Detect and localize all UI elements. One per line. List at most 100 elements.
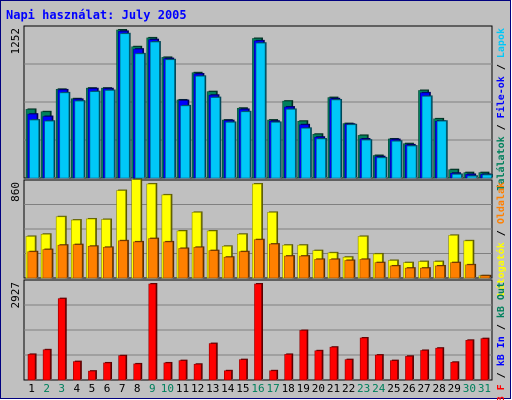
bar-top-Lapok-12 <box>195 76 205 179</box>
bar-middle-Oldalak-22 <box>344 260 355 279</box>
day-label-13: 13 <box>206 382 219 395</box>
day-label-16: 16 <box>251 382 264 395</box>
bar-middle-Oldalak-11 <box>178 248 189 279</box>
bar-top-Lapok-3 <box>59 92 70 179</box>
bar-middle-Oldalak-20 <box>314 259 324 279</box>
bar-bottom-kB F-14 <box>224 370 232 381</box>
bar-bottom-kB F-23 <box>359 337 368 381</box>
bar-top-Lapok-25 <box>391 141 402 179</box>
bar-top-Lapok-29 <box>452 174 462 179</box>
legend: kB F / kB In / kB Out <box>496 282 507 400</box>
bar-bottom-kB F-4 <box>73 361 81 381</box>
panel-top: 1252 Találatok / File-ok / Lapok <box>9 25 507 191</box>
bar-bottom-kB F-26 <box>405 356 413 381</box>
bar-middle-Oldalak-12 <box>193 247 204 279</box>
max-value-label: 860 <box>9 182 22 202</box>
bar-middle-Oldalak-2 <box>42 249 53 279</box>
bar-bottom-kB F-11 <box>178 360 187 381</box>
bar-top-Lapok-20 <box>316 138 326 179</box>
bar-top-Lapok-24 <box>376 157 387 179</box>
bar-top-Lapok-10 <box>165 59 175 179</box>
legend: Találatok / File-ok / Lapok <box>495 28 507 191</box>
bar-bottom-kB F-20 <box>314 350 323 381</box>
day-label-6: 6 <box>104 382 111 395</box>
day-label-28: 28 <box>433 382 446 395</box>
bar-middle-Oldalak-18 <box>284 255 294 279</box>
legend-entry: / <box>496 318 507 336</box>
bar-top-Lapok-5 <box>89 91 100 179</box>
bar-middle-Oldalak-3 <box>57 244 68 279</box>
day-label-8: 8 <box>134 382 141 395</box>
bar-top-Lapok-7 <box>119 33 130 179</box>
bar-top-Lapok-2 <box>44 120 54 179</box>
bar-top-Lapok-31 <box>482 174 492 179</box>
legend-entry: Találatok <box>495 136 507 190</box>
bar-middle-Oldalak-4 <box>72 244 83 279</box>
day-label-26: 26 <box>402 382 415 395</box>
bar-top-Lapok-19 <box>301 128 311 179</box>
x-axis-labels: 1 2 3 4 5 6 7 8 9 10 11 12 13 14 15 16 17 18 19 20 21 22 23 24 2… <box>28 382 491 395</box>
legend-entry: / <box>496 224 507 242</box>
bar-middle-Oldalak-14 <box>223 256 234 279</box>
day-label-11: 11 <box>176 382 189 395</box>
bar-middle-Oldalak-26 <box>404 267 415 279</box>
bar-middle-Oldalak-25 <box>389 265 400 279</box>
bar-top-Lapok-14 <box>225 122 236 179</box>
bar-top-Lapok-27 <box>421 96 432 179</box>
bar-middle-Oldalak-15 <box>238 251 249 279</box>
bar-middle-Oldalak-13 <box>208 250 219 279</box>
bar-bottom-kB F-17 <box>269 370 277 381</box>
legend-entry: Oldalak <box>496 182 507 224</box>
day-label-5: 5 <box>89 382 96 395</box>
bar-middle-Oldalak-17 <box>269 243 279 279</box>
legend-entry: / <box>496 118 507 136</box>
bar-bottom-kB F-22 <box>344 359 353 381</box>
day-label-9: 9 <box>149 382 156 395</box>
day-label-25: 25 <box>387 382 400 395</box>
day-label-10: 10 <box>161 382 174 395</box>
bar-middle-Oldalak-30 <box>465 264 475 279</box>
bar-bottom-kB F-15 <box>239 359 247 381</box>
bar-bottom-kB F-25 <box>390 360 398 381</box>
bar-top-Lapok-23 <box>361 139 372 179</box>
day-label-1: 1 <box>28 382 35 395</box>
bar-top-Lapok-9 <box>150 41 160 179</box>
day-label-3: 3 <box>58 382 65 395</box>
chart-area: 1252 Találatok / File-ok / Lapok860Látoga… <box>9 25 507 400</box>
bar-top-Lapok-6 <box>104 90 115 179</box>
day-label-29: 29 <box>448 382 461 395</box>
bar-bottom-kB F-9 <box>148 283 157 381</box>
bar-top-Lapok-16 <box>255 42 266 179</box>
bar-bottom-kB F-5 <box>88 370 96 381</box>
day-label-17: 17 <box>266 382 279 395</box>
bar-middle-Oldalak-16 <box>253 239 264 279</box>
bar-bottom-kB F-30 <box>465 340 474 381</box>
bar-top-Lapok-18 <box>285 109 296 179</box>
bar-bottom-kB F-1 <box>27 354 36 381</box>
max-value-label: 1252 <box>9 28 22 55</box>
bar-middle-Oldalak-31 <box>480 275 491 279</box>
day-label-31: 31 <box>478 382 491 395</box>
bar-bottom-kB F-21 <box>329 346 338 381</box>
panel-middle: 860 Látogatók / Oldalak <box>9 178 507 296</box>
bar-bottom-kB F-31 <box>480 338 489 381</box>
bar-middle-Oldalak-19 <box>299 255 309 279</box>
bar-top-Lapok-15 <box>240 111 251 179</box>
legend-entry: Lapok <box>496 28 507 58</box>
bar-top-Lapok-21 <box>331 99 341 179</box>
day-label-14: 14 <box>221 382 235 395</box>
legend-entry: kB In <box>496 336 507 366</box>
day-label-12: 12 <box>191 382 204 395</box>
bar-bottom-kB F-12 <box>193 363 202 381</box>
day-label-4: 4 <box>74 382 81 395</box>
bar-bottom-kB F-7 <box>118 355 126 381</box>
bar-middle-Oldalak-10 <box>163 241 173 279</box>
day-label-20: 20 <box>312 382 325 395</box>
bar-bottom-kB F-3 <box>57 298 66 381</box>
legend-entry: / <box>496 366 507 384</box>
day-label-21: 21 <box>327 382 340 395</box>
day-label-7: 7 <box>119 382 126 395</box>
day-label-22: 22 <box>342 382 355 395</box>
bar-middle-Oldalak-7 <box>118 240 128 279</box>
